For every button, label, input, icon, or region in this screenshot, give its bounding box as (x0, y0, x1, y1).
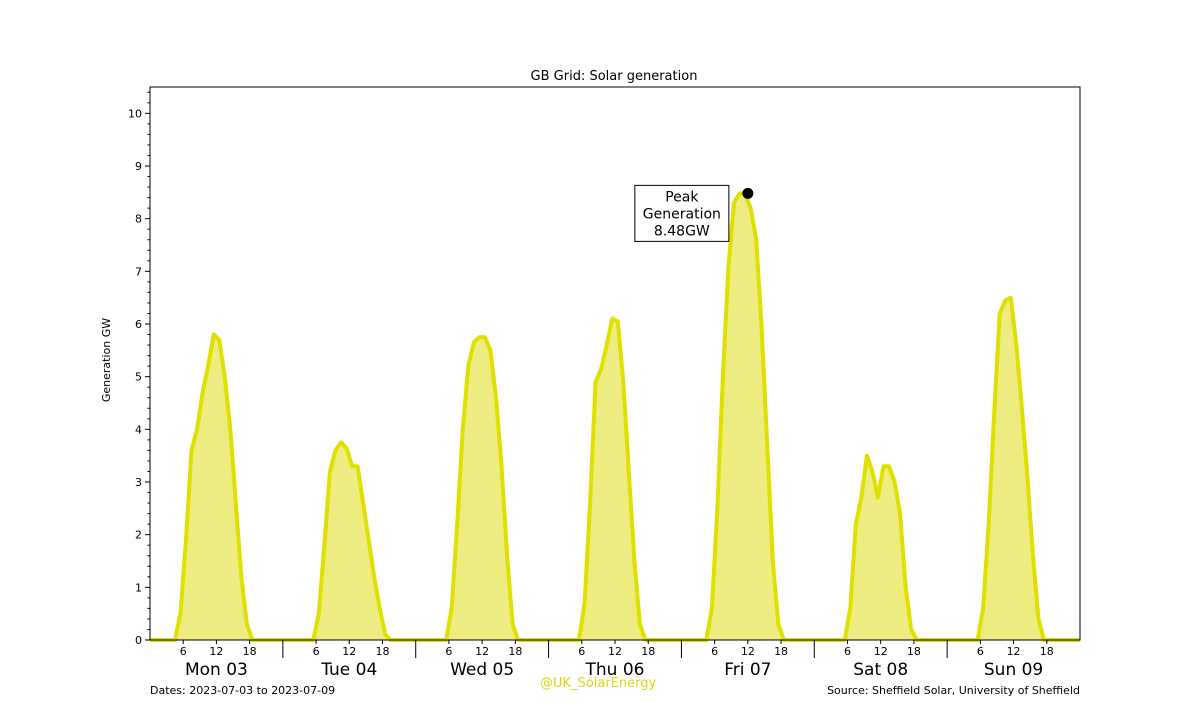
y-tick-label: 8 (135, 213, 142, 226)
generation-area (150, 193, 1080, 640)
hour-tick-label: 6 (977, 645, 984, 658)
area-fills (150, 193, 1080, 640)
date-range-text: Dates: 2023-07-03 to 2023-07-09 (150, 684, 336, 697)
hour-tick-label: 6 (445, 645, 452, 658)
hour-tick-label: 6 (844, 645, 851, 658)
hour-tick-label: 6 (578, 645, 585, 658)
hour-tick-label: 6 (180, 645, 187, 658)
day-label: Sat 08 (853, 660, 908, 680)
series-lines (150, 191, 1080, 642)
y-tick-label: 9 (135, 160, 142, 173)
annotation-text: Generation (643, 206, 721, 222)
y-tick-label: 6 (135, 318, 142, 331)
hour-tick-label: 12 (475, 645, 489, 658)
hour-tick-label: 12 (342, 645, 356, 658)
hour-tick-label: 18 (1040, 645, 1054, 658)
hour-tick-label: 18 (641, 645, 655, 658)
annotation-text: 8.48GW (654, 223, 710, 239)
day-label: Sun 09 (984, 660, 1043, 680)
y-tick-label: 5 (135, 371, 142, 384)
chart-title: GB Grid: Solar generation (531, 69, 698, 84)
hour-tick-label: 18 (508, 645, 522, 658)
source-credit: Source: Sheffield Solar, University of S… (827, 684, 1080, 697)
generation-line (150, 191, 1080, 642)
y-tick-label: 10 (128, 107, 142, 120)
hour-tick-label: 12 (874, 645, 888, 658)
hour-tick-label: 12 (741, 645, 755, 658)
y-tick-label: 0 (135, 634, 142, 647)
day-label: Fri 07 (724, 660, 771, 680)
hour-tick-label: 12 (209, 645, 223, 658)
y-tick-label: 3 (135, 476, 142, 489)
y-axis: 0 1 2 3 4 5 6 7 8 9 10 (128, 91, 150, 647)
hour-tick-label: 18 (774, 645, 788, 658)
day-label: Thu 06 (585, 660, 645, 680)
hour-tick-label: 6 (711, 645, 718, 658)
day-label: Tue 04 (320, 660, 377, 680)
hour-tick-label: 6 (313, 645, 320, 658)
hour-tick-label: 18 (376, 645, 390, 658)
y-axis-label: Generation GW (100, 318, 113, 402)
y-tick-label: 4 (135, 423, 142, 436)
social-handle: @UK_SolarEnergy (540, 676, 657, 691)
day-label: Mon 03 (185, 660, 248, 680)
y-tick-label: 1 (135, 581, 142, 594)
peak-marker (742, 187, 754, 199)
hour-tick-label: 12 (608, 645, 622, 658)
annotation-text: Peak (665, 189, 699, 205)
y-tick-label: 2 (135, 529, 142, 542)
hour-tick-label: 18 (243, 645, 257, 658)
hour-tick-label: 12 (1007, 645, 1021, 658)
annotation-box (634, 184, 730, 242)
day-label: Wed 05 (450, 660, 514, 680)
y-tick-label: 7 (135, 265, 142, 278)
hour-tick-label: 18 (907, 645, 921, 658)
